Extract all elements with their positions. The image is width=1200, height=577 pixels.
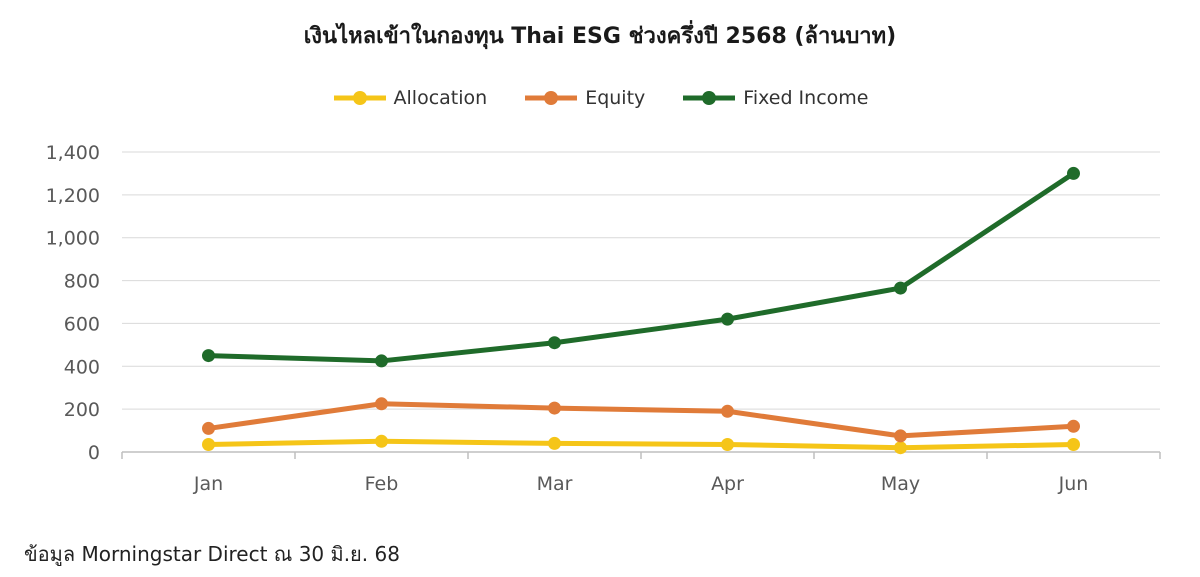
x-tick-label: May	[881, 473, 920, 495]
data-point-equity	[1067, 419, 1080, 433]
x-tick-label: Jun	[1058, 473, 1089, 495]
data-point-equity	[375, 397, 388, 411]
data-point-allocation	[375, 434, 388, 448]
data-point-equity	[894, 429, 907, 443]
y-tick-label: 0	[88, 442, 100, 464]
legend-marker-equity	[544, 91, 559, 105]
chart-title: เงินไหลเข้าในกองทุน Thai ESG ช่วงครึ่งปี…	[303, 24, 897, 49]
data-point-equity	[202, 421, 215, 435]
x-tick-label: Apr	[711, 473, 744, 495]
series-line-allocation	[206, 438, 1076, 451]
legend-label-allocation: Allocation	[393, 87, 488, 109]
source-note: ข้อมูล Morningstar Direct ณ 30 มิ.ย. 68	[24, 542, 400, 566]
y-tick-label: 600	[64, 313, 100, 335]
legend-swatch-allocation	[333, 91, 386, 105]
legend-label-equity: Equity	[585, 87, 646, 109]
series-line-fixed-income	[206, 170, 1076, 364]
data-point-allocation	[1067, 438, 1080, 451]
data-point-equity	[548, 401, 561, 415]
legend-item-fixed-income: Fixed Income	[681, 86, 868, 110]
legend-label-fixed-income: Fixed Income	[743, 87, 869, 109]
x-tick-label: Mar	[537, 473, 573, 495]
legend-swatch-equity	[525, 91, 578, 105]
y-tick-label: 400	[64, 356, 100, 378]
data-point-fixed-income	[375, 354, 388, 368]
data-point-fixed-income	[721, 312, 734, 326]
legend-item-allocation: Allocation	[332, 86, 488, 110]
legend-item-equity: Equity	[523, 86, 645, 110]
data-point-fixed-income	[202, 349, 215, 363]
legend-marker-allocation	[352, 91, 367, 105]
y-tick-label: 800	[64, 271, 100, 293]
y-tick-label: 1,400	[46, 142, 100, 164]
x-tick-label: Jan	[193, 473, 223, 495]
legend: Allocation Equity Fixed Income	[0, 86, 1200, 110]
data-point-allocation	[202, 438, 215, 451]
series-line-equity	[206, 401, 1076, 439]
data-point-allocation	[548, 436, 561, 450]
y-tick-label: 200	[64, 399, 100, 421]
data-point-fixed-income	[1067, 166, 1080, 180]
y-tick-label: 1,000	[46, 228, 100, 250]
legend-marker-fixed-income	[702, 91, 717, 105]
data-point-fixed-income	[894, 281, 907, 295]
x-tick-label: Feb	[365, 473, 399, 495]
y-tick-label: 1,200	[46, 185, 100, 207]
data-point-allocation	[894, 441, 907, 455]
data-point-allocation	[721, 438, 734, 451]
legend-swatch-fixed-income	[683, 91, 736, 105]
data-point-fixed-income	[548, 336, 561, 350]
data-point-equity	[721, 404, 734, 418]
